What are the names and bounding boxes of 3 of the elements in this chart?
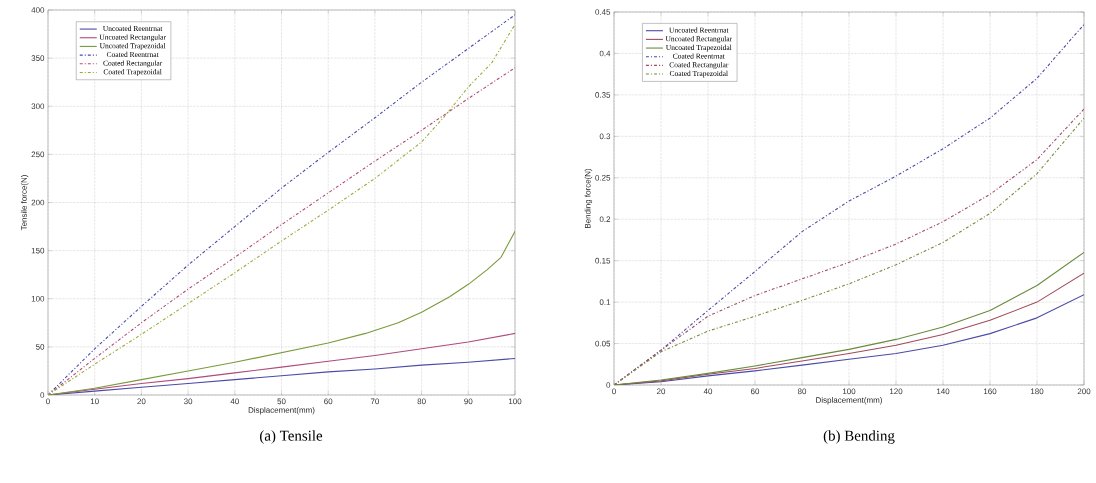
text: (b) Bending: [823, 430, 895, 444]
text: (a) Tensile: [260, 430, 323, 444]
line-series: [614, 251, 1085, 385]
